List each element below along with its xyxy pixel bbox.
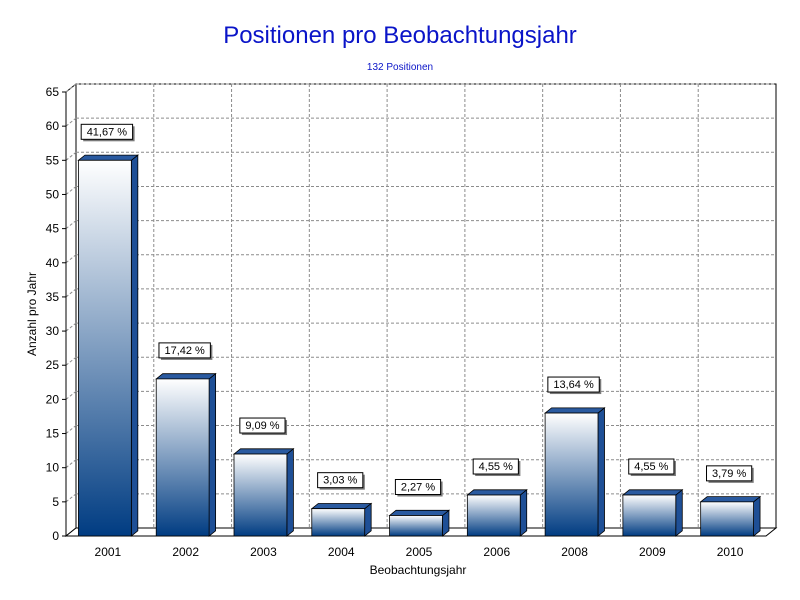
bar-top <box>232 448 295 455</box>
bar-side <box>519 488 528 537</box>
bar-front <box>544 412 599 537</box>
y-tick-label: 10 <box>46 461 60 475</box>
grid-line <box>65 151 77 161</box>
y-tick-label: 65 <box>46 85 60 99</box>
data-label-box <box>472 458 519 475</box>
bar <box>310 502 373 537</box>
bar <box>466 488 528 537</box>
x-axis-title: Beobachtungsjahr <box>370 563 467 577</box>
bar-top <box>466 489 528 496</box>
data-label-box <box>239 417 286 434</box>
y-tick-label: 30 <box>46 324 60 338</box>
bar-front <box>466 494 521 537</box>
grid-line <box>65 117 77 127</box>
data-label: 4,55 % <box>479 461 513 473</box>
data-label-box <box>706 465 753 482</box>
grid-line <box>65 288 77 298</box>
bar-front <box>311 508 366 537</box>
bar <box>699 495 762 537</box>
bars <box>77 154 762 537</box>
data-label-box <box>80 123 134 140</box>
y-tick-label: 25 <box>46 358 60 372</box>
bar-side <box>597 407 605 537</box>
data-labels: 41,67 % 17,42 % 9,09 % 3,03 % 2,27 % 4,55 % 13… <box>80 123 754 497</box>
x-tick-label: 2006 <box>483 545 510 559</box>
bar <box>543 407 606 537</box>
bar-front <box>389 515 443 537</box>
y-tick-label: 45 <box>46 222 60 236</box>
grid-line <box>65 459 77 469</box>
bar-top <box>621 489 684 496</box>
chart-title: Positionen pro Beobachtungsjahr <box>223 22 577 49</box>
bar-top <box>388 509 451 516</box>
data-label: 9,09 % <box>245 420 279 432</box>
y-tick-label: 40 <box>46 256 60 270</box>
data-label: 41,67 % <box>87 126 128 138</box>
y-tick-label: 15 <box>46 427 60 441</box>
y-tick-label: 60 <box>46 119 60 133</box>
bar-side <box>208 372 217 537</box>
data-label: 2,27 % <box>401 482 435 494</box>
y-tick-label: 0 <box>52 529 59 543</box>
bar <box>621 488 684 537</box>
x-tick-label: 2008 <box>561 545 588 559</box>
bar-front <box>622 494 677 537</box>
bar-top <box>310 503 373 510</box>
grid-line <box>65 322 77 332</box>
x-tick-label: 2009 <box>639 545 666 559</box>
bar-front <box>78 159 132 537</box>
y-tick-label: 50 <box>46 187 60 201</box>
bar-side <box>286 447 294 537</box>
data-label-box <box>158 342 211 359</box>
x-tick-label: 2002 <box>172 545 199 559</box>
x-tick-label: 2003 <box>250 545 277 559</box>
grid-line <box>65 186 77 195</box>
chart-subtitle: 132 Positionen <box>366 62 434 73</box>
data-label-box <box>317 472 364 489</box>
data-label: 4,55 % <box>634 461 668 473</box>
bar <box>77 154 139 537</box>
bar-side <box>130 154 139 537</box>
bar-front <box>233 453 288 537</box>
y-tick-label: 20 <box>46 392 60 406</box>
data-label: 13,64 % <box>553 379 594 391</box>
data-label-box <box>394 479 442 496</box>
bar-top <box>543 407 606 414</box>
bar-top <box>77 154 139 161</box>
data-label-box <box>628 458 675 475</box>
grid-line <box>65 425 77 434</box>
grid-line <box>65 390 77 400</box>
grid-line <box>65 254 77 264</box>
grid-line <box>65 493 77 503</box>
x-tick-label: 2004 <box>328 545 355 559</box>
grid-line <box>65 220 77 230</box>
x-tick-label: 2005 <box>406 545 433 559</box>
y-tick-label: 35 <box>46 290 60 304</box>
bar-front <box>700 501 754 537</box>
bar <box>155 372 217 537</box>
bar-front <box>155 378 210 537</box>
data-label-box <box>547 376 600 393</box>
bar-top <box>699 496 762 503</box>
bar <box>232 447 295 537</box>
side-wall <box>65 82 77 538</box>
data-label: 17,42 % <box>164 345 205 357</box>
bar-side <box>675 488 683 537</box>
x-tick-label: 2001 <box>95 545 122 559</box>
x-tick-label: 2010 <box>717 545 744 559</box>
data-label: 3,79 % <box>712 468 746 480</box>
y-axis-title: Anzahl pro Jahr <box>25 272 39 356</box>
y-tick-label: 5 <box>52 495 59 509</box>
grid-line <box>65 356 77 366</box>
y-tick-label: 55 <box>46 153 60 167</box>
bar <box>388 509 451 537</box>
bar-side <box>753 495 761 537</box>
bar-top <box>155 373 217 380</box>
grid-line <box>65 83 77 93</box>
data-label: 3,03 % <box>323 475 357 487</box>
